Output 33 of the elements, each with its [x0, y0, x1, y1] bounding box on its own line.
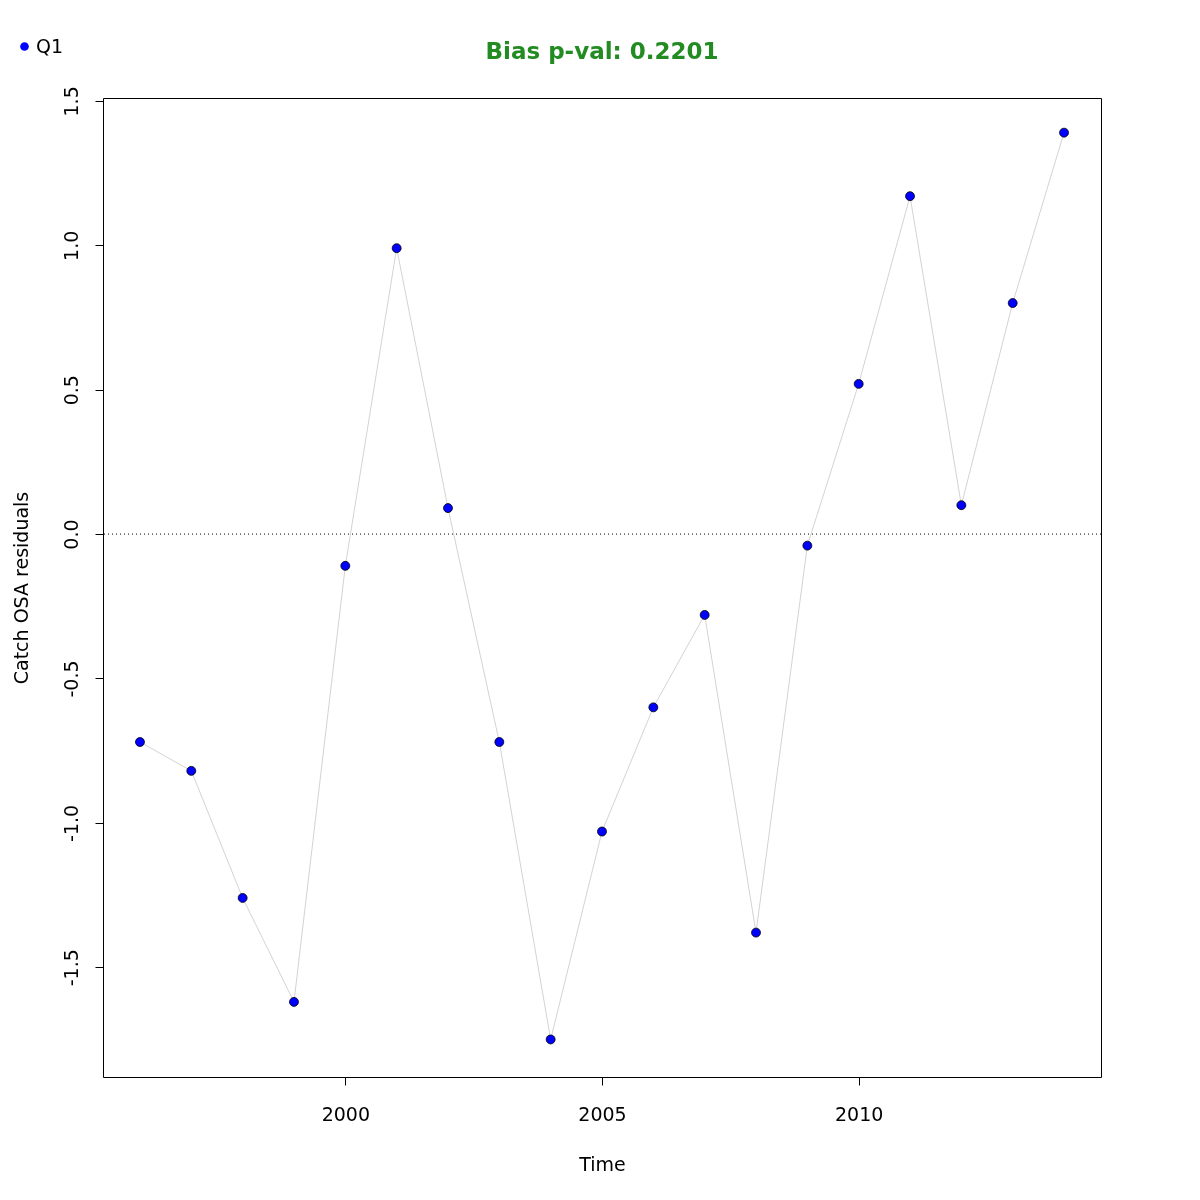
- point: [1007, 298, 1018, 308]
- point: [802, 540, 813, 551]
- point: [905, 191, 915, 202]
- y-tick-label: 0.5: [59, 375, 82, 406]
- x-tick-label: 2000: [321, 1102, 370, 1125]
- point: [597, 826, 607, 837]
- point: [751, 927, 761, 938]
- point: [289, 997, 299, 1007]
- x-tick-label: 2010: [835, 1102, 884, 1125]
- point: [494, 737, 505, 747]
- point: [443, 503, 453, 513]
- point: [135, 737, 145, 747]
- y-tick-label: 1.0: [59, 230, 82, 261]
- y-tick-label: 1.5: [59, 86, 82, 117]
- point: [1059, 127, 1069, 138]
- point: [340, 560, 351, 571]
- y-tick-label: 0.0: [59, 519, 82, 550]
- point: [391, 243, 402, 254]
- point: [853, 379, 864, 389]
- x-tick-label: 2005: [578, 1102, 627, 1125]
- point: [648, 702, 659, 713]
- legend-label: Q1: [36, 34, 64, 57]
- y-axis-title: Catch OSA residuals: [9, 491, 32, 685]
- point: [545, 1034, 556, 1045]
- y-tick-label: -1.5: [59, 949, 82, 987]
- point: [956, 500, 967, 511]
- y-tick-label: -0.5: [59, 660, 82, 698]
- point: [699, 610, 710, 620]
- chart-title: Bias p-val: 0.2201: [485, 38, 719, 64]
- y-tick-label: -1.0: [59, 804, 82, 842]
- point: [186, 766, 197, 776]
- x-axis-title: Time: [578, 1152, 626, 1175]
- point: [237, 893, 248, 903]
